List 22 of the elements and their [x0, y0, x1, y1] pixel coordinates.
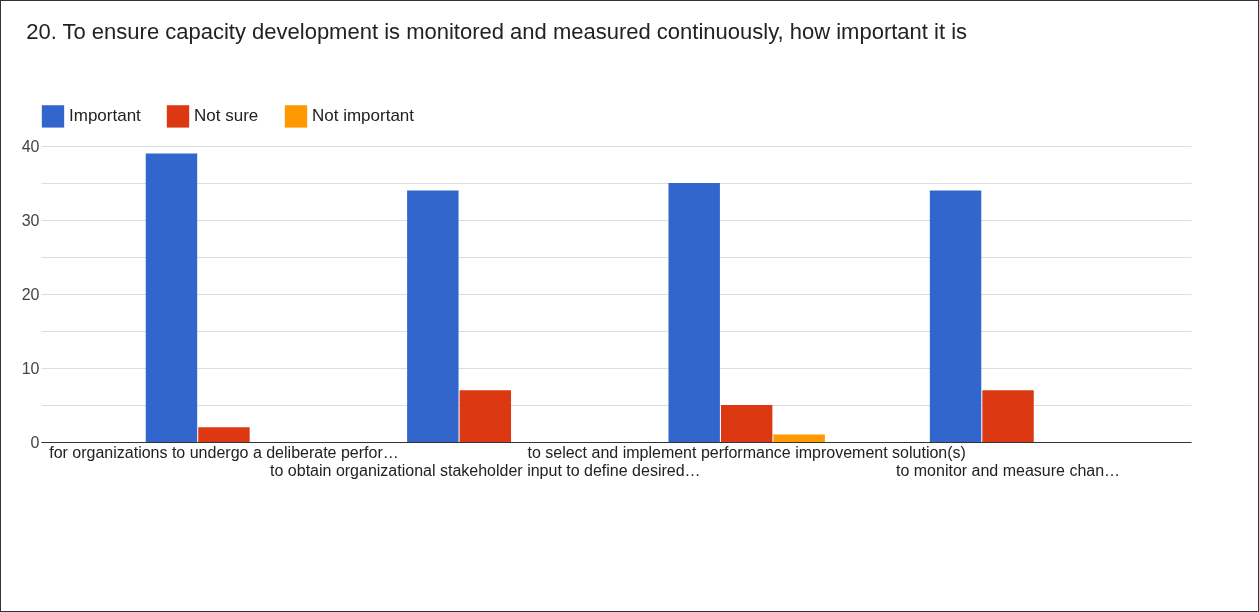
- bar: [929, 190, 982, 442]
- x-tick-label: for organizations to undergo a deliberate perfor…: [49, 443, 399, 461]
- legend-label: Important: [69, 106, 142, 126]
- bar: [668, 183, 720, 442]
- bar: [773, 434, 825, 442]
- legend-label: Not important: [312, 106, 415, 126]
- y-tick-label: 10: [21, 359, 40, 377]
- bar: [198, 427, 250, 442]
- y-tick-label: 30: [21, 211, 40, 229]
- bar: [982, 390, 1034, 442]
- x-tick-label: to select and implement performance improvement solution(s): [527, 443, 966, 461]
- y-tick-label: 40: [21, 137, 40, 155]
- bar: [145, 153, 198, 442]
- chart-title: 20. To ensure capacity development is monitored and measured continuously, how important it is: [26, 19, 968, 44]
- bar: [407, 190, 459, 442]
- bar: [720, 405, 773, 442]
- legend-label: Not sure: [194, 106, 259, 126]
- bar: [459, 390, 512, 442]
- x-tick-label: to monitor and measure chan…: [895, 461, 1121, 479]
- y-tick-label: 0: [30, 433, 40, 451]
- y-tick-label: 20: [21, 285, 40, 303]
- x-tick-label: to obtain organizational stakeholder input to define desired…: [270, 461, 701, 479]
